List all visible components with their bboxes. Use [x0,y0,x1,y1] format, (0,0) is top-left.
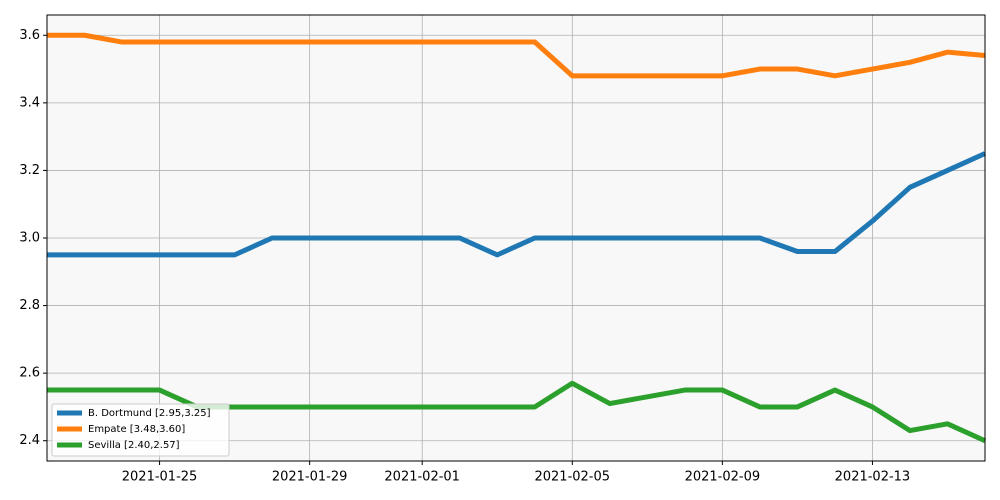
series-line [47,32,986,79]
x-tick-label: 2021-02-13 [835,470,911,485]
x-tick-label: 2021-02-09 [685,470,761,485]
plot-frame [46,14,986,462]
y-tick-label: 3.2 [19,163,40,178]
y-tick-label: 2.4 [19,433,40,448]
y-tick-label: 2.6 [19,366,40,381]
x-tick-label: 2021-02-05 [534,470,610,485]
legend-label: Empate [3.48,3.60] [88,424,185,435]
x-tick-label: 2021-01-25 [122,470,198,485]
x-tick-label: 2021-02-01 [384,470,460,485]
y-tick-label: 2.8 [19,298,40,313]
legend-label: Sevilla [2.40,2.57] [88,440,180,451]
x-tick-label: 2021-01-29 [272,470,348,485]
y-tick-label: 3.6 [19,28,40,43]
legend-label: B. Dortmund [2.95,3.25] [88,408,211,419]
y-tick-label: 3.0 [19,231,40,246]
legend: B. Dortmund [2.95,3.25] Empate [3.48,3.60… [51,403,230,457]
series-line [47,151,987,258]
y-tick-label: 3.4 [19,95,40,110]
legend-box [51,403,230,457]
